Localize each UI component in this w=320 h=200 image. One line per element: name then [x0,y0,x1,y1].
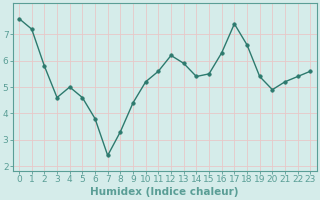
X-axis label: Humidex (Indice chaleur): Humidex (Indice chaleur) [91,187,239,197]
